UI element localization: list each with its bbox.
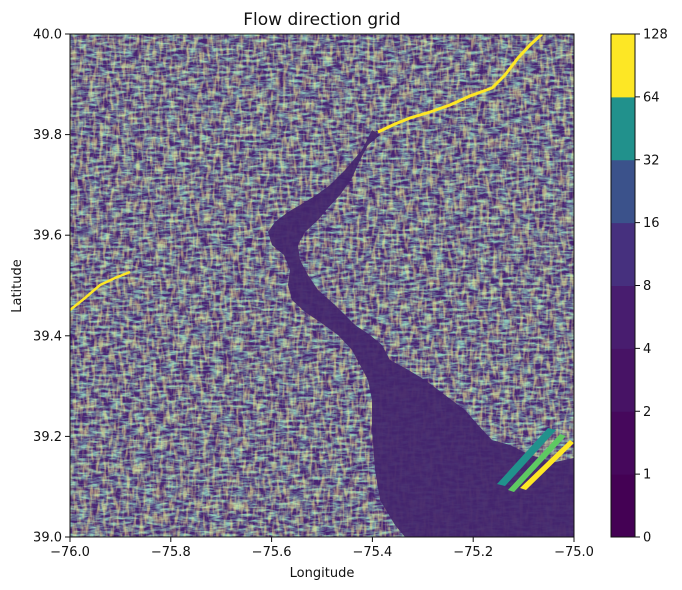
colorbar-swatch-6 [611,96,635,161]
bay-water [268,130,574,537]
x-tick-label-2: −75.6 [252,545,292,560]
colorbar-swatch-2 [611,348,635,412]
colorbar-label-0: 0 [643,531,651,546]
y-tick-label-2: 39.4 [33,329,62,344]
bay-stripe-1 [508,434,566,492]
colorbar-label-7: 64 [643,90,660,105]
y-axis-label: Latitude [10,259,25,313]
colorbar-swatch-3 [611,285,635,349]
x-tick-label-0: −76.0 [50,545,90,560]
colorbar-swatch-5 [611,159,635,224]
x-tick-label-4: −75.2 [453,545,493,560]
colorbar-label-2: 2 [643,405,651,420]
colorbar-swatch-0 [611,474,635,538]
x-axis: −76.0 −75.8 −75.6 −75.4 −75.2 −75.0 [50,537,594,560]
river-channel [377,34,544,134]
bay-stripe-0 [497,428,556,486]
colorbar: 0 1 2 4 8 16 32 64 128 [610,28,668,546]
chart-title: Flow direction grid [243,10,400,30]
colorbar-label-3: 4 [643,342,651,357]
y-tick-label-3: 39.6 [33,229,62,244]
y-axis: 39.0 39.2 39.4 39.6 39.8 40.0 [33,28,70,546]
colorbar-label-1: 1 [643,468,651,483]
x-tick-label-1: −75.8 [151,545,191,560]
y-tick-label-1: 39.2 [33,430,62,445]
plot-frame [69,33,575,538]
colorbar-label-5: 16 [643,216,660,231]
creek-west [70,270,131,311]
x-axis-label: Longitude [290,566,355,581]
colorbar-label-6: 32 [643,153,660,168]
y-tick-label-5: 40.0 [33,28,62,43]
colorbar-swatch-7 [611,34,635,98]
colorbar-swatch-4 [611,222,635,286]
x-tick-label-5: −75.0 [554,545,594,560]
x-tick-label-3: −75.4 [352,545,392,560]
y-tick-label-0: 39.0 [33,531,62,546]
plot-area [70,34,574,537]
colorbar-label-8: 128 [643,28,668,43]
colorbar-swatch-1 [611,411,635,475]
y-tick-label-4: 39.8 [33,128,62,143]
colorbar-label-4: 8 [643,279,651,294]
bay-stripe-2 [520,440,574,490]
